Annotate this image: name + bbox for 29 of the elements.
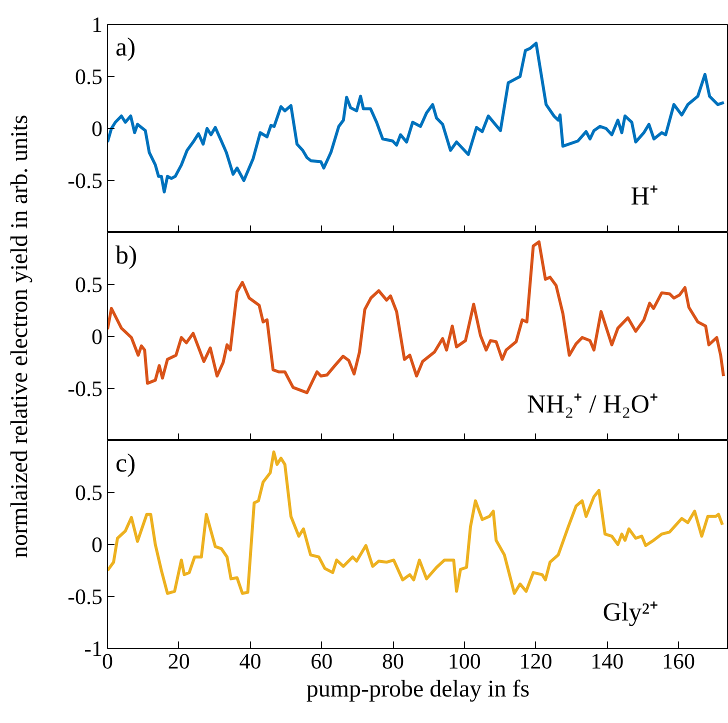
x-tick-label: 140 [590,648,624,674]
y-axis-title: normlaized relative electron yield in arb. units [6,114,34,558]
line-series [108,450,724,595]
x-tick-label: 100 [448,648,481,674]
y-tick-label: 0 [92,532,102,557]
annotation: H⁺ [630,182,659,210]
line-series [108,240,726,394]
annotation: NH₂⁺ / H₂O⁺ [527,390,659,418]
y-tick-label: 0.5 [75,272,102,297]
annotation: Gly²⁺ [602,598,658,626]
x-tick-label: 20 [168,648,190,674]
annotation: c) [116,448,136,478]
y-tick-label: -0.5 [68,168,102,193]
x-tick-label: 120 [519,648,552,674]
annotation: a) [116,32,136,62]
y-tick-label: 0 [92,324,102,349]
y-tick-label: 0.5 [75,64,102,89]
y-tick-label: 0 [92,116,102,141]
y-tick-label: 0.5 [75,480,102,505]
annotation: b) [116,240,138,270]
y-tick-label: -0.5 [68,376,102,401]
x-tick-label: 160 [662,648,696,674]
x-axis-title: pump-probe delay in fs [306,676,530,702]
y-tick-label: -1 [84,636,102,661]
x-tick-label: 40 [239,648,262,674]
x-tick-label: 60 [310,648,333,674]
x-tick-label: 80 [382,648,404,674]
y-tick-label: -0.5 [68,584,102,609]
y-tick-label: 1 [92,12,102,37]
